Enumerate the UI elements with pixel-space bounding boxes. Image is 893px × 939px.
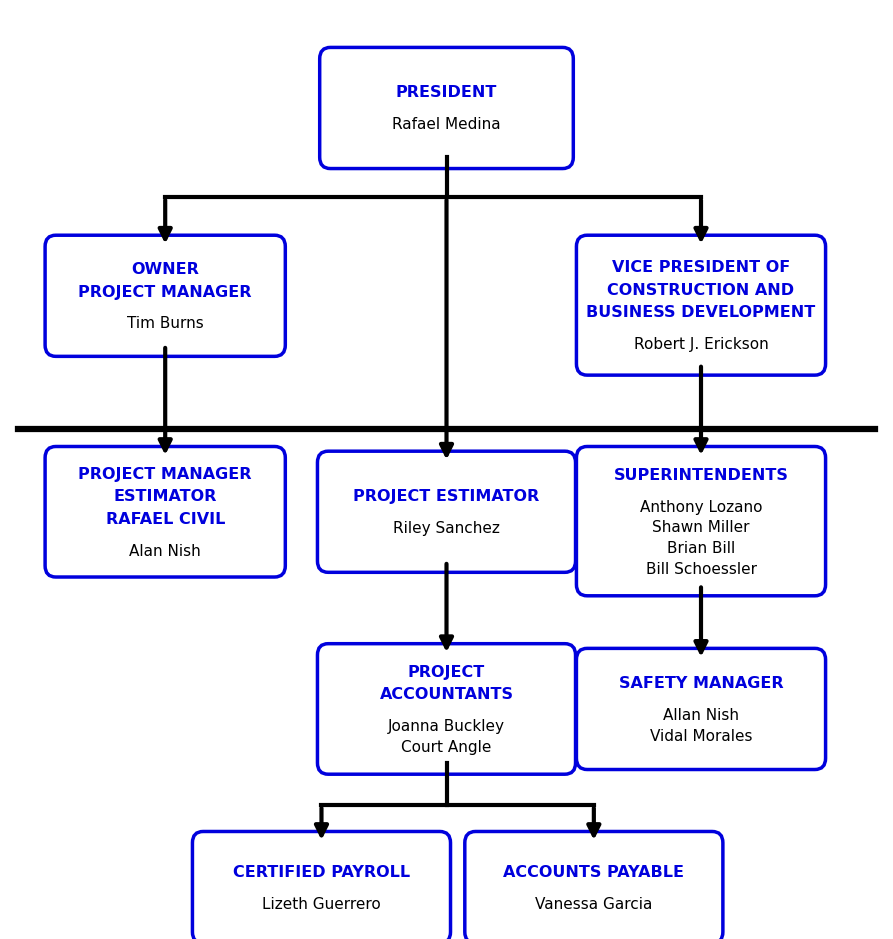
FancyBboxPatch shape	[577, 446, 825, 595]
FancyBboxPatch shape	[192, 832, 450, 939]
Text: ACCOUNTANTS: ACCOUNTANTS	[380, 687, 513, 702]
Text: Joanna Buckley: Joanna Buckley	[388, 719, 505, 734]
Text: Bill Schoessler: Bill Schoessler	[646, 562, 756, 577]
Text: CERTIFIED PAYROLL: CERTIFIED PAYROLL	[233, 865, 410, 880]
FancyBboxPatch shape	[577, 235, 825, 375]
Text: OWNER: OWNER	[131, 262, 199, 277]
Text: PROJECT MANAGER: PROJECT MANAGER	[79, 467, 252, 482]
Text: Alan Nish: Alan Nish	[129, 544, 201, 559]
FancyBboxPatch shape	[577, 648, 825, 770]
Text: Shawn Miller: Shawn Miller	[652, 520, 750, 535]
Text: VICE PRESIDENT OF: VICE PRESIDENT OF	[612, 260, 790, 275]
Text: Riley Sanchez: Riley Sanchez	[393, 521, 500, 536]
Text: ESTIMATOR: ESTIMATOR	[113, 489, 217, 504]
Text: Brian Bill: Brian Bill	[667, 541, 735, 556]
FancyBboxPatch shape	[320, 47, 573, 168]
Text: ACCOUNTS PAYABLE: ACCOUNTS PAYABLE	[504, 865, 684, 880]
Text: PRESIDENT: PRESIDENT	[396, 85, 497, 100]
Text: PROJECT ESTIMATOR: PROJECT ESTIMATOR	[354, 489, 539, 504]
Text: Anthony Lozano: Anthony Lozano	[639, 500, 763, 515]
Text: Lizeth Guerrero: Lizeth Guerrero	[263, 897, 380, 912]
Text: SUPERINTENDENTS: SUPERINTENDENTS	[613, 468, 789, 483]
Text: BUSINESS DEVELOPMENT: BUSINESS DEVELOPMENT	[587, 305, 815, 320]
Text: Rafael Medina: Rafael Medina	[392, 117, 501, 132]
Text: CONSTRUCTION AND: CONSTRUCTION AND	[607, 283, 795, 298]
FancyBboxPatch shape	[318, 644, 576, 774]
Text: Vidal Morales: Vidal Morales	[650, 729, 752, 744]
Text: RAFAEL CIVIL: RAFAEL CIVIL	[105, 512, 225, 527]
FancyBboxPatch shape	[46, 235, 286, 356]
Text: PROJECT MANAGER: PROJECT MANAGER	[79, 285, 252, 300]
Text: Tim Burns: Tim Burns	[127, 316, 204, 331]
FancyBboxPatch shape	[318, 451, 576, 572]
Text: Robert J. Erickson: Robert J. Erickson	[634, 337, 768, 352]
Text: Allan Nish: Allan Nish	[663, 708, 739, 723]
Text: SAFETY MANAGER: SAFETY MANAGER	[619, 676, 783, 691]
Text: Court Angle: Court Angle	[401, 740, 492, 755]
FancyBboxPatch shape	[46, 446, 286, 577]
FancyBboxPatch shape	[464, 832, 723, 939]
Text: PROJECT: PROJECT	[408, 665, 485, 680]
Text: Vanessa Garcia: Vanessa Garcia	[535, 897, 653, 912]
